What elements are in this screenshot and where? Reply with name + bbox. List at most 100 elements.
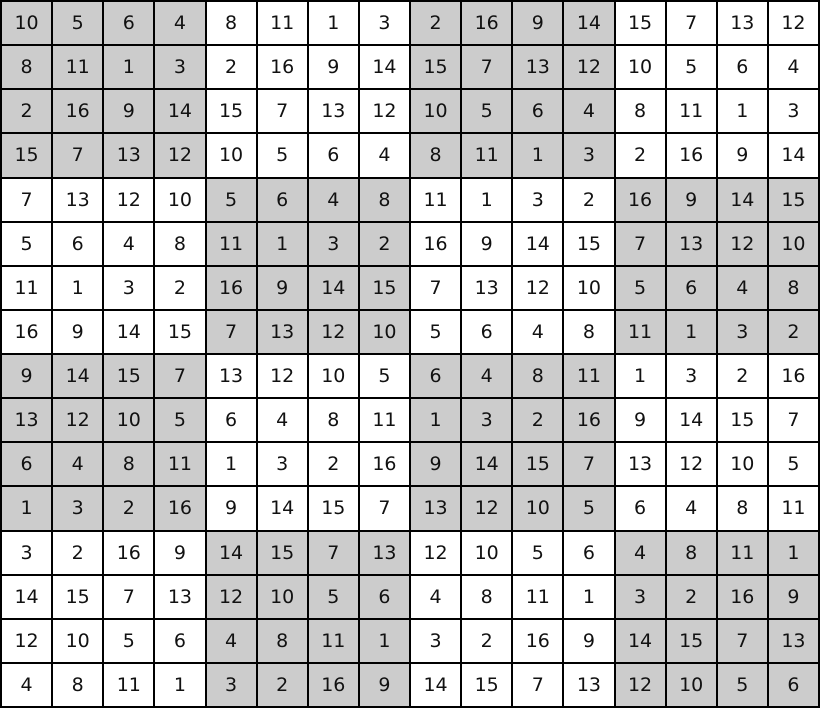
grid-cell[interactable]: 4 bbox=[564, 90, 614, 133]
grid-cell[interactable]: 9 bbox=[768, 575, 818, 618]
grid-cell[interactable]: 3 bbox=[2, 531, 52, 574]
grid-cell[interactable]: 4 bbox=[666, 487, 716, 530]
grid-cell[interactable]: 3 bbox=[155, 46, 205, 89]
grid-cell[interactable]: 9 bbox=[359, 663, 409, 706]
grid-cell[interactable]: 9 bbox=[615, 399, 665, 442]
grid-cell[interactable]: 11 bbox=[768, 487, 818, 530]
grid-cell[interactable]: 1 bbox=[2, 487, 52, 530]
grid-cell[interactable]: 13 bbox=[666, 222, 716, 265]
grid-cell[interactable]: 11 bbox=[564, 355, 614, 398]
grid-cell[interactable]: 16 bbox=[717, 575, 767, 618]
grid-cell[interactable]: 15 bbox=[666, 619, 716, 662]
grid-cell[interactable]: 11 bbox=[411, 178, 461, 221]
grid-cell[interactable]: 7 bbox=[155, 355, 205, 398]
grid-cell[interactable]: 2 bbox=[155, 266, 205, 309]
grid-cell[interactable]: 12 bbox=[768, 2, 818, 45]
grid-cell[interactable]: 5 bbox=[768, 443, 818, 486]
grid-cell[interactable]: 1 bbox=[155, 663, 205, 706]
grid-cell[interactable]: 5 bbox=[2, 222, 52, 265]
grid-cell[interactable]: 15 bbox=[768, 178, 818, 221]
grid-cell[interactable]: 6 bbox=[206, 399, 256, 442]
grid-cell[interactable]: 4 bbox=[53, 443, 103, 486]
grid-cell[interactable]: 10 bbox=[717, 443, 767, 486]
grid-cell[interactable]: 7 bbox=[257, 90, 307, 133]
grid-cell[interactable]: 2 bbox=[666, 575, 716, 618]
grid-cell[interactable]: 16 bbox=[462, 2, 512, 45]
grid-cell[interactable]: 1 bbox=[308, 2, 358, 45]
grid-cell[interactable]: 13 bbox=[359, 531, 409, 574]
grid-cell[interactable]: 10 bbox=[513, 487, 563, 530]
grid-cell[interactable]: 10 bbox=[462, 531, 512, 574]
grid-cell[interactable]: 5 bbox=[462, 90, 512, 133]
grid-cell[interactable]: 3 bbox=[359, 2, 409, 45]
grid-cell[interactable]: 6 bbox=[462, 310, 512, 353]
grid-cell[interactable]: 5 bbox=[257, 134, 307, 177]
grid-cell[interactable]: 7 bbox=[615, 222, 665, 265]
grid-cell[interactable]: 1 bbox=[411, 399, 461, 442]
grid-cell[interactable]: 10 bbox=[564, 266, 614, 309]
grid-cell[interactable]: 12 bbox=[462, 487, 512, 530]
grid-cell[interactable]: 13 bbox=[615, 443, 665, 486]
grid-cell[interactable]: 8 bbox=[513, 355, 563, 398]
grid-cell[interactable]: 9 bbox=[666, 178, 716, 221]
grid-cell[interactable]: 14 bbox=[53, 355, 103, 398]
grid-cell[interactable]: 13 bbox=[308, 90, 358, 133]
grid-cell[interactable]: 11 bbox=[53, 46, 103, 89]
grid-cell[interactable]: 15 bbox=[206, 90, 256, 133]
grid-cell[interactable]: 12 bbox=[104, 178, 154, 221]
grid-cell[interactable]: 10 bbox=[308, 355, 358, 398]
grid-cell[interactable]: 10 bbox=[666, 663, 716, 706]
grid-cell[interactable]: 4 bbox=[104, 222, 154, 265]
grid-cell[interactable]: 16 bbox=[155, 487, 205, 530]
grid-cell[interactable]: 16 bbox=[768, 355, 818, 398]
grid-cell[interactable]: 11 bbox=[206, 222, 256, 265]
grid-cell[interactable]: 13 bbox=[768, 619, 818, 662]
grid-cell[interactable]: 15 bbox=[308, 487, 358, 530]
grid-cell[interactable]: 11 bbox=[717, 531, 767, 574]
grid-cell[interactable]: 3 bbox=[104, 266, 154, 309]
grid-cell[interactable]: 10 bbox=[206, 134, 256, 177]
grid-cell[interactable]: 6 bbox=[768, 663, 818, 706]
grid-cell[interactable]: 14 bbox=[768, 134, 818, 177]
grid-cell[interactable]: 12 bbox=[615, 663, 665, 706]
grid-cell[interactable]: 10 bbox=[155, 178, 205, 221]
grid-cell[interactable]: 5 bbox=[513, 531, 563, 574]
grid-cell[interactable]: 14 bbox=[104, 310, 154, 353]
grid-cell[interactable]: 13 bbox=[717, 2, 767, 45]
grid-cell[interactable]: 8 bbox=[359, 178, 409, 221]
grid-cell[interactable]: 4 bbox=[359, 134, 409, 177]
grid-cell[interactable]: 9 bbox=[717, 134, 767, 177]
grid-cell[interactable]: 1 bbox=[53, 266, 103, 309]
grid-cell[interactable]: 15 bbox=[257, 531, 307, 574]
grid-cell[interactable]: 4 bbox=[717, 266, 767, 309]
grid-cell[interactable]: 14 bbox=[359, 46, 409, 89]
grid-cell[interactable]: 14 bbox=[206, 531, 256, 574]
grid-cell[interactable]: 3 bbox=[564, 134, 614, 177]
grid-cell[interactable]: 11 bbox=[104, 663, 154, 706]
grid-cell[interactable]: 2 bbox=[717, 355, 767, 398]
grid-cell[interactable]: 2 bbox=[359, 222, 409, 265]
grid-cell[interactable]: 7 bbox=[359, 487, 409, 530]
grid-cell[interactable]: 9 bbox=[411, 443, 461, 486]
grid-cell[interactable]: 14 bbox=[564, 2, 614, 45]
grid-cell[interactable]: 14 bbox=[666, 399, 716, 442]
grid-cell[interactable]: 16 bbox=[359, 443, 409, 486]
grid-cell[interactable]: 16 bbox=[53, 90, 103, 133]
grid-cell[interactable]: 12 bbox=[411, 531, 461, 574]
grid-cell[interactable]: 1 bbox=[104, 46, 154, 89]
grid-cell[interactable]: 6 bbox=[666, 266, 716, 309]
grid-cell[interactable]: 7 bbox=[666, 2, 716, 45]
grid-cell[interactable]: 11 bbox=[666, 90, 716, 133]
grid-cell[interactable]: 8 bbox=[411, 134, 461, 177]
grid-cell[interactable]: 13 bbox=[2, 399, 52, 442]
grid-cell[interactable]: 11 bbox=[615, 310, 665, 353]
grid-cell[interactable]: 2 bbox=[564, 178, 614, 221]
grid-cell[interactable]: 1 bbox=[768, 531, 818, 574]
grid-cell[interactable]: 5 bbox=[615, 266, 665, 309]
grid-cell[interactable]: 10 bbox=[2, 2, 52, 45]
grid-cell[interactable]: 4 bbox=[206, 619, 256, 662]
grid-cell[interactable]: 16 bbox=[411, 222, 461, 265]
grid-cell[interactable]: 4 bbox=[308, 178, 358, 221]
grid-cell[interactable]: 10 bbox=[257, 575, 307, 618]
grid-cell[interactable]: 15 bbox=[513, 443, 563, 486]
